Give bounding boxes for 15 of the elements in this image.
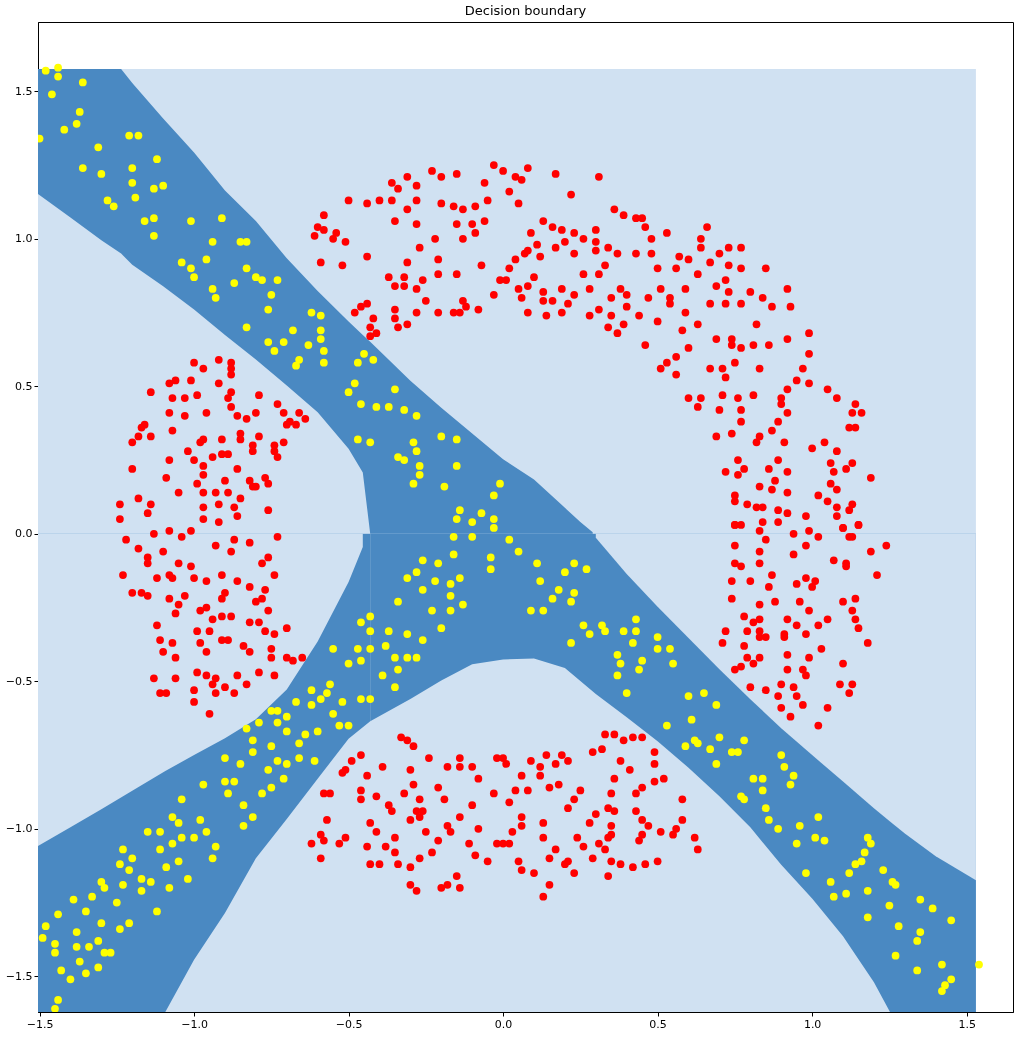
x-tick-label: −1.0 — [181, 1017, 208, 1031]
y-tick-label: −1.5 — [5, 969, 33, 983]
x-tick-label: 0.5 — [649, 1017, 667, 1031]
x-tick-label: −0.5 — [335, 1017, 363, 1031]
y-tick-label: 0.5 — [15, 379, 33, 393]
y-tick-label: 1.5 — [15, 84, 33, 98]
y-tick-label: −0.5 — [5, 674, 33, 688]
x-tick-label: 0.0 — [494, 1017, 513, 1031]
x-tick-label: 1.0 — [803, 1017, 822, 1031]
x-tick-label: −1.5 — [26, 1017, 54, 1031]
y-tick-label: 0.0 — [15, 527, 33, 541]
y-tick-label: −1.0 — [5, 822, 33, 836]
x-tick-label: 1.5 — [958, 1017, 976, 1031]
chart-title: Decision boundary — [464, 3, 587, 18]
y-tick-label: 1.0 — [15, 232, 33, 246]
